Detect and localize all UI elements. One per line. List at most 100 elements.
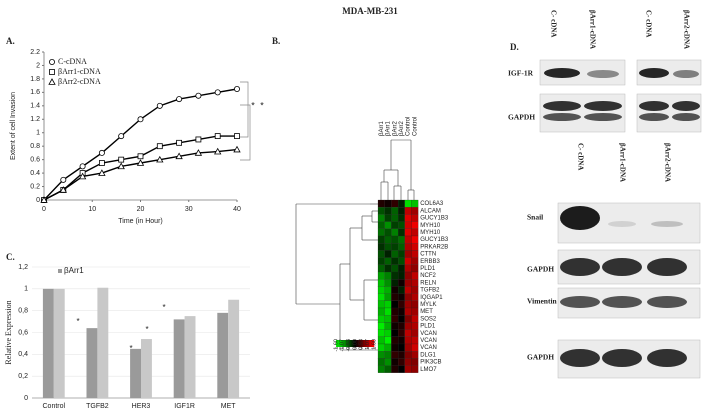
row-label: MYLK	[420, 302, 436, 308]
heatmap-cell	[384, 228, 392, 237]
x-tick-label: TGFB2	[86, 403, 109, 410]
heatmap-cell	[391, 228, 399, 237]
legend-marker	[49, 59, 56, 66]
y-tick-label: 0.6	[30, 156, 40, 163]
colorbar-label: 0.53	[359, 339, 365, 350]
heatmap-cell	[391, 264, 399, 273]
lane-label: C- cDNA	[644, 10, 652, 37]
row-label: Snail	[527, 213, 543, 222]
blot-band	[560, 206, 600, 230]
blot-band	[602, 258, 642, 276]
heatmap-cell	[398, 235, 405, 244]
heatmap-cell	[391, 343, 399, 352]
heatmap-cell	[411, 322, 419, 330]
panel-label: C.	[6, 252, 15, 262]
series-line	[43, 135, 237, 201]
colorbar-segment	[352, 340, 354, 347]
heatmap-cell	[404, 228, 412, 237]
row-label: GAPDH	[527, 265, 554, 274]
heatmap-cell	[377, 358, 385, 366]
row-label: IGF-1R	[508, 69, 534, 78]
heatmap-cell	[391, 286, 399, 294]
heatmap-cell	[377, 207, 385, 215]
row-label: ERBB3	[420, 259, 440, 265]
colorbar-segment	[371, 340, 373, 347]
lane-label: βArr1-cDNA	[618, 143, 626, 182]
heatmap-cell	[377, 221, 385, 229]
heatmap-cell	[391, 365, 399, 373]
heatmap-cell	[404, 307, 412, 316]
marker	[118, 133, 125, 140]
colorbar-segment	[341, 340, 343, 347]
colorbar-segment	[367, 340, 369, 347]
heatmap-cell	[404, 250, 412, 258]
row-label: GAPDH	[527, 353, 554, 362]
blot-band	[651, 221, 683, 227]
heatmap-cell	[411, 214, 419, 222]
y-tick-label: 0	[24, 395, 28, 402]
legend-marker	[48, 78, 56, 85]
heatmap-cell	[391, 300, 399, 309]
heatmap-cell	[404, 351, 412, 359]
heatmap-cell	[404, 315, 412, 323]
legend-label: C-cDNA	[58, 57, 87, 66]
heatmap-cell	[391, 351, 399, 359]
colorbar-segment	[345, 340, 347, 347]
colorbar-segment	[360, 340, 362, 347]
heatmap-cell	[404, 271, 412, 280]
row-label: GUCY1B3	[420, 216, 449, 222]
heatmap-cell	[404, 322, 412, 330]
x-tick-label: 30	[185, 206, 193, 213]
y-tick-label: 2	[36, 62, 40, 69]
row-label: SOS2	[420, 316, 437, 322]
heatmap-cell	[377, 214, 385, 222]
heatmap-cell	[377, 343, 385, 352]
row-label: COL6A3	[420, 201, 444, 207]
legend-label: βArr1-cDNA	[58, 67, 101, 76]
marker	[156, 143, 163, 150]
y-tick-label: 0.8	[30, 143, 40, 150]
row-label: TGFB2	[420, 288, 440, 294]
heatmap-cell	[411, 271, 419, 280]
row-label: PLD1	[420, 266, 436, 272]
column-label: Control	[406, 117, 412, 136]
colorbar-label: 1.07	[365, 339, 371, 350]
heatmap-cell	[404, 207, 412, 215]
heatmap-cell	[391, 250, 399, 258]
heatmap-cell	[377, 257, 385, 265]
heatmap-cell	[404, 235, 412, 244]
significance-bracket	[240, 81, 251, 161]
colorbar-segment	[362, 340, 364, 347]
heatmap-cell	[398, 286, 405, 294]
heatmap-cell	[377, 336, 385, 345]
panel-label: A.	[6, 36, 15, 46]
row-label: GUCY1B3	[420, 237, 449, 243]
blot-band	[639, 113, 669, 121]
heatmap-cell	[404, 286, 412, 294]
marker	[98, 149, 105, 156]
blot-band	[639, 68, 669, 78]
heatmap-cell	[384, 343, 392, 352]
heatmap-cell	[411, 279, 419, 287]
colorbar-segment	[356, 340, 358, 347]
heatmap-cell	[398, 199, 405, 208]
y-tick-label: 1,2	[18, 264, 28, 271]
bar	[130, 348, 141, 398]
heatmap-cell	[384, 322, 392, 330]
marker	[136, 159, 145, 166]
heatmap-cell	[384, 279, 392, 287]
heatmap-cell	[411, 300, 419, 309]
marker	[99, 160, 105, 166]
heatmap-cell	[398, 315, 405, 323]
annotation: *	[76, 317, 79, 326]
blot-band	[560, 296, 600, 308]
colorbar-segment	[348, 340, 350, 347]
blot-band	[673, 70, 699, 78]
heatmap-cell	[411, 336, 419, 345]
heatmap-cell	[391, 221, 399, 229]
lane-label: C- cDNA	[576, 143, 584, 170]
heatmap-cell	[391, 243, 399, 251]
heatmap-cell	[384, 199, 392, 208]
y-tick-label: 1.2	[30, 116, 40, 123]
colorbar-segment	[357, 340, 359, 347]
